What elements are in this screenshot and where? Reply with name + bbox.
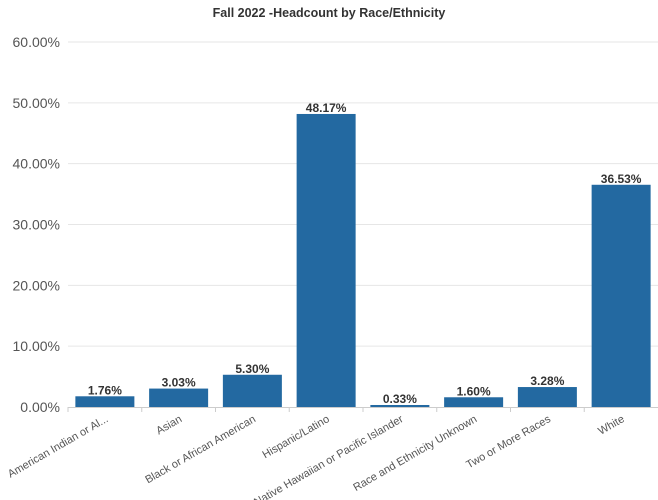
x-tick-label: White — [596, 413, 626, 437]
y-tick-label: 10.00% — [13, 338, 60, 354]
bar[interactable] — [444, 397, 504, 407]
chart-title: Fall 2022 -Headcount by Race/Ethnicity — [212, 6, 446, 20]
bar-value-label: 1.60% — [457, 384, 491, 398]
bar-value-label: 3.28% — [530, 374, 564, 388]
bar-value-label: 48.17% — [306, 101, 347, 115]
x-tick-label: Race and Ethnicity Unknown — [351, 413, 479, 494]
bar[interactable] — [75, 396, 135, 407]
x-tick-label: Native Hawaiian or Pacific Islander — [252, 413, 405, 500]
y-tick-label: 40.00% — [13, 156, 60, 172]
bar-value-label: 3.03% — [162, 376, 196, 390]
y-tick-label: 30.00% — [13, 217, 60, 233]
bar-value-label: 1.76% — [88, 383, 122, 397]
y-tick-label: 60.00% — [13, 34, 60, 50]
bar-value-label: 0.33% — [383, 392, 417, 406]
bar[interactable] — [222, 374, 282, 407]
bar[interactable] — [591, 184, 651, 407]
bar[interactable] — [370, 404, 430, 407]
y-tick-label: 50.00% — [13, 95, 60, 111]
bar[interactable] — [149, 388, 209, 407]
y-tick-label: 0.00% — [20, 399, 60, 415]
bar[interactable] — [517, 387, 577, 407]
bar[interactable] — [296, 113, 356, 408]
bar-value-label: 36.53% — [601, 172, 642, 186]
x-tick-label: Asian — [154, 413, 184, 437]
y-tick-label: 20.00% — [13, 277, 60, 293]
x-tick-label: American Indian or Al... — [6, 413, 110, 480]
bar-value-label: 5.30% — [235, 362, 269, 376]
x-tick-label: Hispanic/Latino — [260, 413, 331, 461]
